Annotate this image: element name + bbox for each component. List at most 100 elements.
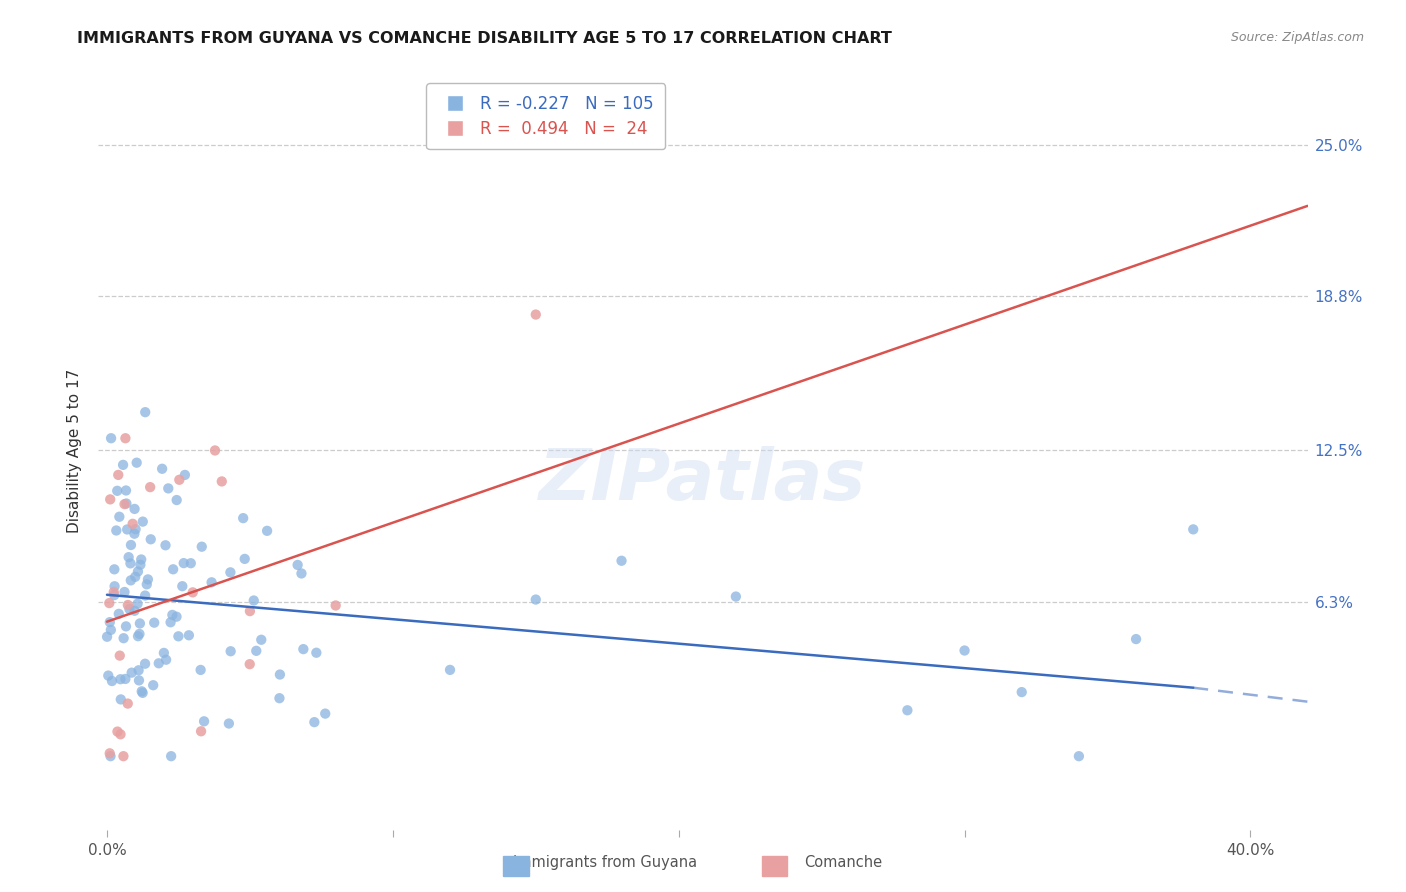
Point bbox=[896, 703, 918, 717]
Point bbox=[239, 657, 262, 672]
Point bbox=[134, 657, 156, 671]
Point bbox=[121, 516, 143, 531]
Point bbox=[96, 630, 118, 644]
Point bbox=[127, 597, 149, 611]
Point bbox=[124, 522, 146, 536]
Point bbox=[98, 492, 121, 507]
Point bbox=[177, 628, 200, 642]
Point bbox=[439, 663, 461, 677]
Point bbox=[172, 579, 194, 593]
Y-axis label: Disability Age 5 to 17: Disability Age 5 to 17 bbox=[67, 368, 83, 533]
Point bbox=[103, 588, 125, 602]
Point bbox=[97, 668, 120, 682]
Point bbox=[125, 456, 148, 470]
Point bbox=[143, 615, 166, 630]
Point bbox=[148, 657, 170, 671]
Point bbox=[124, 604, 146, 618]
Text: Immigrants from Guyana: Immigrants from Guyana bbox=[513, 855, 696, 870]
Point bbox=[103, 579, 125, 593]
Point bbox=[112, 458, 135, 472]
Point bbox=[193, 714, 215, 729]
Point bbox=[118, 602, 141, 616]
Point bbox=[155, 538, 177, 552]
Point bbox=[180, 556, 202, 570]
Point bbox=[1125, 632, 1147, 646]
Point bbox=[325, 599, 347, 613]
Point bbox=[100, 749, 122, 764]
Point bbox=[115, 483, 138, 498]
Point bbox=[610, 554, 633, 568]
Point bbox=[127, 629, 149, 643]
Point bbox=[131, 684, 153, 698]
Point bbox=[98, 615, 121, 629]
Point bbox=[162, 607, 184, 622]
Point bbox=[139, 533, 162, 547]
Point bbox=[121, 665, 143, 680]
Point bbox=[173, 467, 195, 482]
Point bbox=[112, 749, 135, 764]
Point bbox=[136, 573, 159, 587]
Point bbox=[115, 496, 138, 510]
Point bbox=[150, 462, 173, 476]
Point bbox=[245, 644, 267, 658]
Point bbox=[1011, 685, 1033, 699]
Point bbox=[181, 585, 204, 599]
Point bbox=[211, 475, 233, 489]
Point bbox=[173, 556, 195, 570]
Point bbox=[218, 716, 240, 731]
Point bbox=[114, 585, 136, 599]
Point bbox=[124, 526, 146, 541]
Point bbox=[134, 405, 156, 419]
Point bbox=[292, 642, 315, 657]
Point bbox=[108, 648, 131, 663]
Point bbox=[219, 644, 242, 658]
Point bbox=[169, 473, 191, 487]
Point bbox=[114, 672, 136, 686]
Point bbox=[190, 724, 212, 739]
Point bbox=[107, 467, 129, 482]
Point bbox=[128, 663, 150, 677]
Point bbox=[100, 623, 122, 637]
Point bbox=[117, 697, 139, 711]
Legend: R = -0.227   N = 105, R =  0.494   N =  24: R = -0.227 N = 105, R = 0.494 N = 24 bbox=[426, 84, 665, 150]
Point bbox=[112, 631, 135, 645]
Point bbox=[269, 667, 291, 681]
Point bbox=[232, 511, 254, 525]
Point bbox=[107, 607, 129, 621]
Point bbox=[524, 308, 547, 322]
Point bbox=[115, 619, 138, 633]
Point bbox=[157, 482, 180, 496]
Point bbox=[105, 524, 128, 538]
Point bbox=[250, 632, 273, 647]
Point bbox=[129, 558, 152, 572]
Point bbox=[114, 497, 136, 511]
Point bbox=[127, 565, 149, 579]
Point bbox=[242, 593, 264, 607]
Point bbox=[124, 502, 146, 516]
Point bbox=[110, 727, 132, 741]
Point bbox=[142, 678, 165, 692]
Point bbox=[103, 585, 125, 599]
Point bbox=[118, 550, 141, 565]
Point bbox=[129, 552, 152, 566]
Text: ZIPatlas: ZIPatlas bbox=[540, 446, 866, 516]
Point bbox=[314, 706, 336, 721]
Point bbox=[107, 724, 129, 739]
Point bbox=[287, 558, 309, 572]
Point bbox=[103, 562, 125, 576]
Point bbox=[269, 691, 291, 706]
Point bbox=[117, 598, 139, 612]
Point bbox=[108, 509, 131, 524]
Point bbox=[128, 673, 150, 688]
Point bbox=[160, 749, 183, 764]
Point bbox=[98, 596, 121, 610]
Point bbox=[166, 609, 188, 624]
Point bbox=[162, 562, 184, 576]
Point bbox=[155, 653, 177, 667]
Point bbox=[135, 577, 157, 591]
Point bbox=[239, 604, 262, 618]
Point bbox=[724, 590, 747, 604]
Point bbox=[153, 646, 176, 660]
Point bbox=[114, 431, 136, 445]
Text: Source: ZipAtlas.com: Source: ZipAtlas.com bbox=[1230, 31, 1364, 45]
